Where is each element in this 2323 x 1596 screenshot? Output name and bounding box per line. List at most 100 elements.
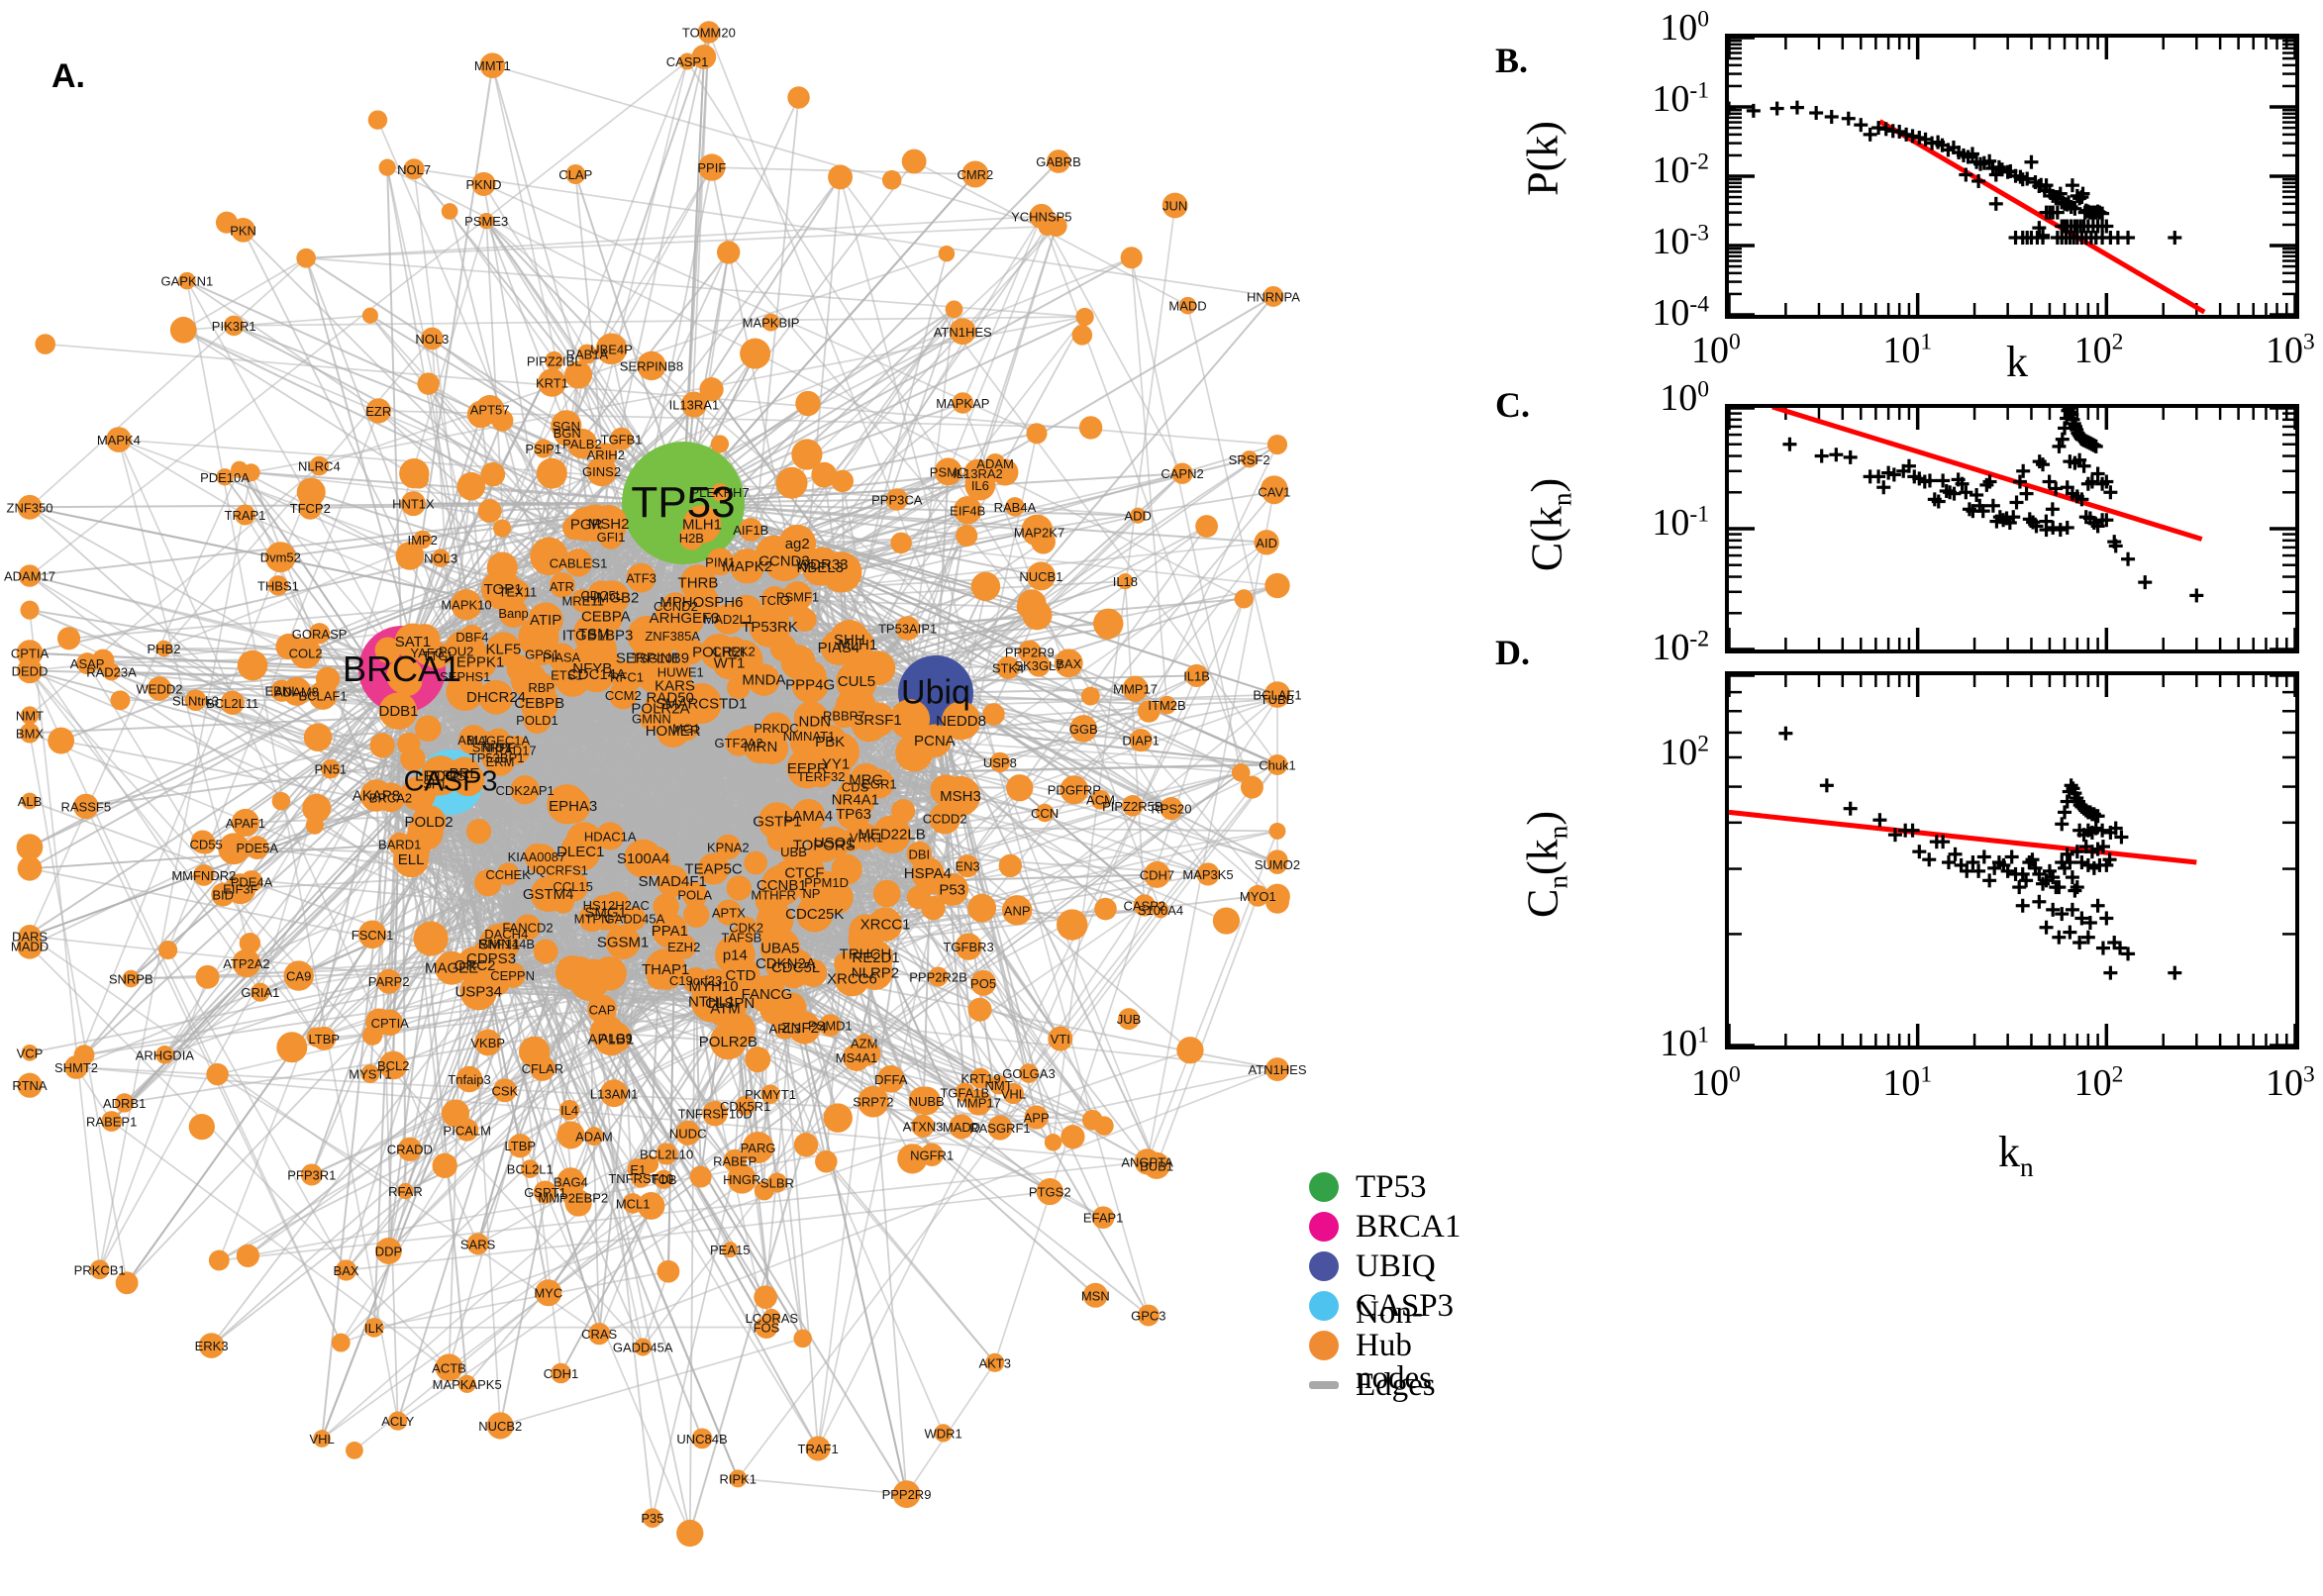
gene-node[interactable] <box>20 600 40 620</box>
gene-node-label: CDH7 <box>1140 867 1174 882</box>
gene-node[interactable] <box>417 372 440 395</box>
gene-node[interactable] <box>1268 822 1286 840</box>
gene-node[interactable] <box>956 525 978 548</box>
gene-node-label: ACTB <box>432 1360 466 1375</box>
gene-node[interactable] <box>367 110 388 130</box>
gene-node[interactable] <box>17 855 43 881</box>
gene-node[interactable] <box>828 164 853 190</box>
gene-node[interactable] <box>1078 416 1103 440</box>
gene-node[interactable] <box>689 1165 712 1188</box>
gene-node[interactable] <box>1234 589 1254 609</box>
gene-node[interactable] <box>716 241 741 264</box>
gene-node[interactable] <box>195 964 220 989</box>
gene-node[interactable] <box>533 939 558 964</box>
gene-node-label: CLSPN <box>705 995 755 1012</box>
gene-node[interactable] <box>795 390 821 417</box>
gene-node[interactable] <box>811 461 838 488</box>
gene-node[interactable] <box>1120 247 1143 269</box>
gene-node[interactable] <box>110 690 131 711</box>
gene-node[interactable] <box>303 723 333 751</box>
gene-node[interactable] <box>1060 1125 1085 1149</box>
gene-node[interactable] <box>1212 907 1241 935</box>
gene-node[interactable] <box>361 307 378 324</box>
gene-node[interactable] <box>967 997 992 1022</box>
gene-node[interactable] <box>938 245 956 262</box>
gene-node-label: SHH <box>834 632 865 648</box>
gene-node[interactable] <box>1006 774 1034 802</box>
gene-node[interactable] <box>1266 434 1288 455</box>
gene-node[interactable] <box>582 963 609 990</box>
gene-node[interactable] <box>726 875 752 901</box>
gene-node[interactable] <box>998 853 1023 878</box>
gene-node[interactable] <box>331 1333 351 1352</box>
gene-node[interactable] <box>754 1285 777 1309</box>
gene-node[interactable] <box>169 316 197 344</box>
gene-node-label: UQCRFS1 <box>527 862 588 877</box>
gene-node[interactable] <box>793 1133 819 1157</box>
gene-node[interactable] <box>35 334 56 354</box>
gene-node[interactable] <box>158 941 178 960</box>
gene-node[interactable] <box>1081 1109 1103 1131</box>
gene-node[interactable] <box>206 1062 229 1086</box>
gene-node[interactable] <box>823 1103 853 1133</box>
gene-node-label: DBI <box>908 847 930 861</box>
gene-node[interactable] <box>1094 897 1117 921</box>
gene-node[interactable] <box>1071 325 1093 346</box>
gene-node[interactable] <box>676 1519 704 1547</box>
gene-node[interactable] <box>1195 515 1218 538</box>
gene-node[interactable] <box>967 893 997 923</box>
gene-node[interactable] <box>346 1442 363 1459</box>
gene-node[interactable] <box>413 921 449 956</box>
gene-node[interactable] <box>415 715 442 742</box>
gene-node[interactable] <box>740 338 771 369</box>
gene-node[interactable] <box>208 1249 230 1271</box>
gene-node[interactable] <box>1022 600 1053 631</box>
gene-node[interactable] <box>945 300 963 319</box>
gene-node[interactable] <box>793 1329 813 1348</box>
gene-node[interactable] <box>56 627 81 650</box>
gene-node[interactable] <box>815 1149 838 1173</box>
gene-node[interactable] <box>409 469 430 489</box>
gene-node[interactable] <box>656 1259 680 1283</box>
gene-node[interactable] <box>890 532 912 554</box>
gene-node[interactable] <box>1093 608 1124 640</box>
gene-node[interactable] <box>315 666 341 691</box>
gene-node[interactable] <box>296 248 316 268</box>
gene-node[interactable] <box>1075 307 1094 327</box>
gene-node[interactable] <box>305 816 324 835</box>
gene-node[interactable] <box>1044 1134 1062 1151</box>
gene-node[interactable] <box>775 466 808 499</box>
gene-node[interactable] <box>881 170 902 190</box>
gene-node[interactable] <box>493 519 512 538</box>
gene-node[interactable] <box>432 1152 457 1178</box>
gene-node[interactable] <box>1057 909 1088 941</box>
gene-node[interactable] <box>973 576 998 601</box>
gene-node[interactable] <box>1231 763 1251 782</box>
gene-node[interactable] <box>236 1244 259 1267</box>
gene-node[interactable] <box>787 86 810 109</box>
gene-node[interactable] <box>1264 572 1290 599</box>
gene-node[interactable] <box>1026 423 1048 445</box>
gene-node[interactable] <box>188 1113 215 1141</box>
gene-node[interactable] <box>392 665 423 696</box>
gene-node-label: SMAD4F1 <box>639 873 707 890</box>
gene-node[interactable] <box>48 727 75 754</box>
gene-node[interactable] <box>271 791 291 811</box>
gene-node[interactable] <box>901 149 927 174</box>
gene-node[interactable] <box>276 1032 308 1063</box>
gene-node[interactable] <box>745 1047 771 1073</box>
gene-node[interactable] <box>369 733 395 758</box>
gene-node[interactable] <box>536 457 567 489</box>
gene-node[interactable] <box>477 499 502 524</box>
gene-node[interactable] <box>456 471 486 501</box>
gene-node-label: KRT1 <box>536 375 568 390</box>
gene-node[interactable] <box>465 819 492 845</box>
gene-node[interactable] <box>710 435 730 453</box>
gene-node[interactable] <box>378 158 396 176</box>
gene-node[interactable] <box>237 649 268 681</box>
gene-node[interactable] <box>1080 686 1100 706</box>
gene-node[interactable] <box>441 203 458 220</box>
gene-node[interactable] <box>872 879 901 908</box>
network-edge <box>29 60 688 577</box>
gene-node[interactable] <box>1176 1037 1204 1064</box>
